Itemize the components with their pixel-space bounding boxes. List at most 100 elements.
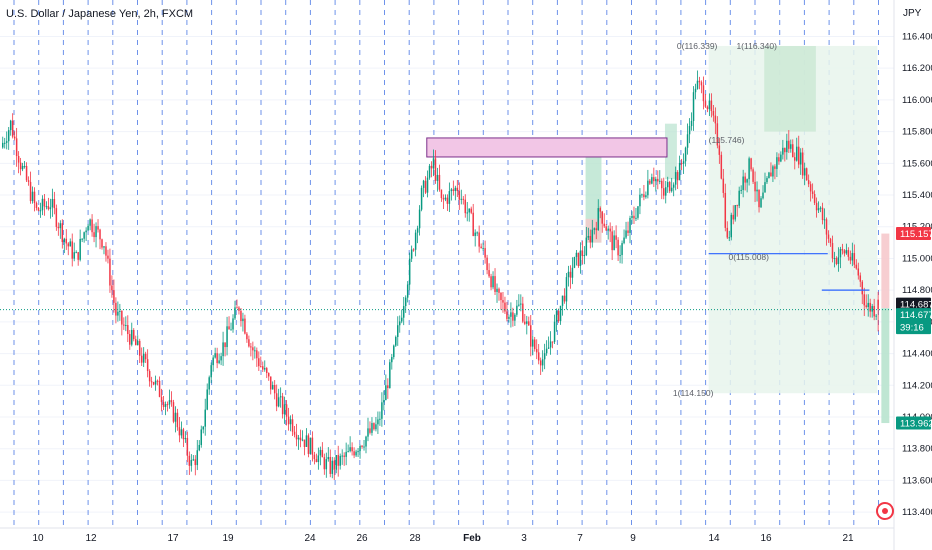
candle-194: [387, 385, 389, 389]
candle-421: [837, 257, 840, 264]
x-tick-label-5: 26: [356, 533, 368, 544]
candle-263: [524, 321, 526, 324]
candle-389: [774, 166, 776, 169]
candle-155: [309, 437, 312, 454]
long-position-zone-2: [664, 123, 677, 180]
y-tick-label-8: 115.000: [902, 253, 932, 264]
candle-26: [53, 198, 56, 209]
candle-200: [399, 321, 401, 326]
candle-283: [563, 295, 566, 302]
candle-367: [730, 214, 732, 238]
x-tick-label-3: 19: [222, 533, 234, 544]
candle-220: [438, 174, 441, 190]
candle-208: [414, 232, 417, 250]
candle-401: [797, 146, 800, 165]
candle-223: [444, 197, 447, 200]
candle-397: [790, 144, 792, 149]
candle-94: [188, 455, 191, 466]
candle-162: [323, 457, 326, 470]
candle-375: [746, 179, 748, 183]
candle-117: [234, 307, 236, 319]
candle-167: [333, 460, 335, 470]
candle-301: [599, 208, 601, 212]
candle-179: [357, 451, 359, 453]
candle-413: [821, 207, 824, 220]
candle-298: [593, 228, 596, 230]
candle-56: [113, 290, 115, 303]
candle-114: [228, 326, 230, 330]
candle-165: [329, 456, 332, 474]
candle-368: [732, 214, 734, 220]
candle-170: [339, 455, 341, 466]
candle-110: [220, 356, 222, 361]
x-tick-label-6: 28: [409, 533, 421, 544]
candle-93: [186, 437, 189, 456]
candle-396: [788, 140, 790, 149]
candle-74: [148, 371, 151, 382]
chart-title: U.S. Dollar / Japanese Yen, 2h, FXCM: [6, 8, 194, 20]
candle-422: [839, 249, 842, 258]
candle-334: [664, 187, 667, 196]
price-tag-label-0: 115.157: [900, 229, 932, 240]
y-tick-label-10: 115.400: [902, 190, 932, 201]
candle-249: [496, 288, 498, 292]
candle-186: [371, 423, 373, 433]
candle-351: [698, 80, 701, 83]
candle-269: [535, 349, 538, 353]
candle-18: [37, 207, 40, 211]
candle-123: [246, 333, 248, 340]
candle-39: [79, 238, 81, 260]
candle-59: [119, 310, 121, 312]
candle-262: [522, 303, 524, 322]
candle-150: [299, 437, 302, 441]
candle-430: [855, 264, 858, 269]
candle-33: [67, 243, 70, 247]
candle-184: [367, 428, 369, 437]
candle-384: [764, 182, 766, 193]
candle-142: [283, 404, 286, 415]
candle-296: [589, 235, 592, 243]
candle-243: [484, 248, 486, 258]
candle-373: [742, 176, 744, 190]
candle-236: [470, 208, 472, 213]
candle-423: [841, 249, 844, 251]
candle-32: [65, 238, 68, 244]
candle-159: [317, 455, 320, 463]
candle-252: [502, 300, 504, 303]
candle-292: [581, 250, 584, 257]
candle-343: [682, 161, 685, 164]
candle-347: [690, 120, 693, 127]
candle-403: [801, 152, 804, 176]
candle-95: [190, 459, 193, 466]
candle-193: [385, 385, 387, 401]
candle-383: [762, 192, 764, 199]
candle-0: [2, 142, 4, 148]
candle-303: [603, 223, 605, 227]
candle-250: [498, 288, 500, 293]
candle-232: [462, 198, 465, 200]
candle-146: [291, 419, 294, 432]
candle-49: [99, 229, 101, 240]
candle-19: [39, 210, 42, 212]
candle-202: [402, 306, 405, 318]
candle-297: [591, 229, 594, 243]
candle-255: [508, 316, 510, 319]
candle-185: [369, 428, 371, 433]
price-tag-label-1: 114.687: [900, 300, 932, 311]
candle-13: [27, 180, 30, 182]
candle-245: [488, 270, 490, 277]
candle-268: [533, 339, 536, 350]
candle-4: [9, 120, 12, 131]
candle-213: [424, 180, 427, 193]
candle-62: [125, 325, 127, 327]
alert-icon[interactable]: [876, 502, 894, 520]
candle-219: [436, 174, 439, 181]
candle-387: [770, 172, 772, 177]
candle-321: [639, 194, 641, 207]
candle-291: [579, 250, 582, 266]
candle-404: [803, 168, 806, 176]
candle-259: [516, 305, 518, 315]
candle-11: [23, 165, 26, 167]
candle-101: [202, 426, 204, 430]
